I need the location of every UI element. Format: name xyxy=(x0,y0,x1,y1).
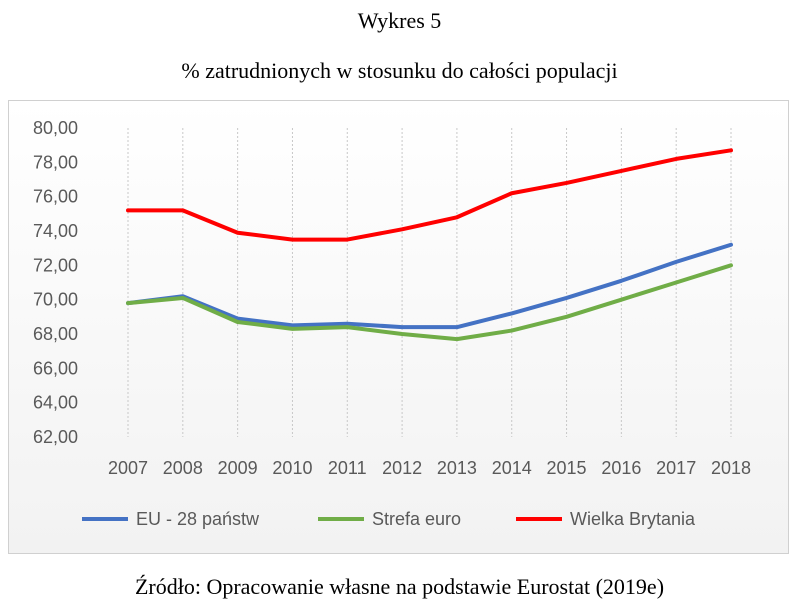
y-tick-label: 70,00 xyxy=(33,290,78,310)
y-tick-label: 76,00 xyxy=(33,187,78,207)
y-tick-label: 66,00 xyxy=(33,358,78,378)
x-tick-label: 2011 xyxy=(328,458,367,478)
x-tick-label: 2007 xyxy=(108,458,148,478)
legend-label: Strefa euro xyxy=(372,509,461,529)
y-tick-label: 72,00 xyxy=(33,255,78,275)
source-note: Źródło: Opracowanie własne na podstawie … xyxy=(134,574,665,599)
x-tick-label: 2012 xyxy=(382,458,422,478)
y-tick-label: 64,00 xyxy=(33,393,78,413)
x-tick-label: 2015 xyxy=(547,458,587,478)
x-tick-label: 2014 xyxy=(492,458,532,478)
chart-title: % zatrudnionych w stosunku do całości po… xyxy=(181,58,618,83)
legend-label: Wielka Brytania xyxy=(570,509,696,529)
y-tick-label: 62,00 xyxy=(33,427,78,447)
legend-label: EU - 28 państw xyxy=(136,509,260,529)
series-line-1 xyxy=(126,263,733,342)
y-tick-label: 78,00 xyxy=(33,152,78,172)
y-tick-label: 68,00 xyxy=(33,324,78,344)
x-tick-label: 2008 xyxy=(163,458,203,478)
x-tick-label: 2017 xyxy=(656,458,696,478)
series-line-2 xyxy=(126,148,733,242)
x-tick-label: 2018 xyxy=(711,458,751,478)
y-tick-label: 74,00 xyxy=(33,221,78,241)
figure-number: Wykres 5 xyxy=(357,8,442,33)
y-tick-label: 80,00 xyxy=(33,118,78,138)
x-tick-label: 2016 xyxy=(601,458,641,478)
series-line-0 xyxy=(126,242,733,330)
x-tick-label: 2013 xyxy=(437,458,477,478)
x-tick-label: 2009 xyxy=(218,458,258,478)
x-tick-label: 2010 xyxy=(272,458,312,478)
